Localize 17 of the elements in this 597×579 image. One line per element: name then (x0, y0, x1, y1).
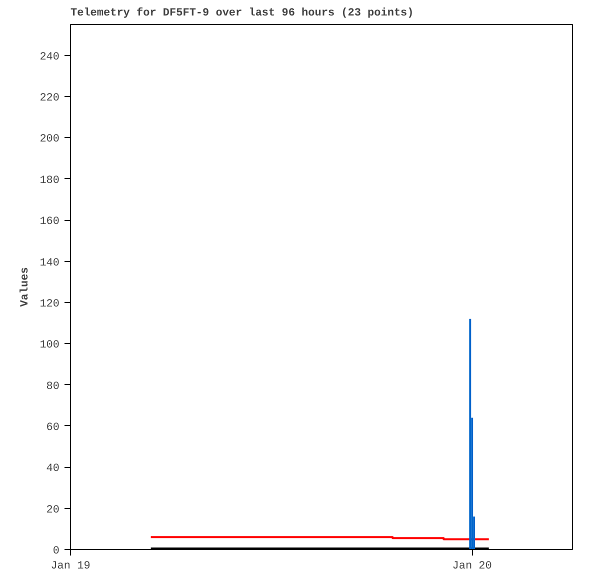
y-tick-label: 180 (40, 174, 60, 187)
y-tick-label: 240 (40, 51, 60, 64)
y-tick-label: 160 (40, 216, 60, 228)
x-tick-label: Jan 19 (50, 560, 90, 572)
y-tick-label: 20 (46, 504, 60, 516)
y-tick-label: 140 (40, 257, 60, 270)
y-tick-label: 200 (40, 134, 60, 146)
y-tick-label: 60 (46, 422, 60, 434)
y-axis-title: Values (20, 267, 32, 307)
x-tick-label: Jan 20 (452, 560, 492, 572)
y-tick-label: 40 (46, 463, 60, 476)
y-tick-label: 0 (52, 546, 60, 558)
y-tick-label: 220 (40, 92, 60, 105)
y-tick-label: 80 (46, 380, 60, 393)
chart-title: Telemetry for DF5FT-9 over last 96 hours (23 points) (70, 6, 414, 20)
y-tick-label: 100 (40, 340, 60, 352)
y-tick-label: 120 (40, 298, 60, 310)
